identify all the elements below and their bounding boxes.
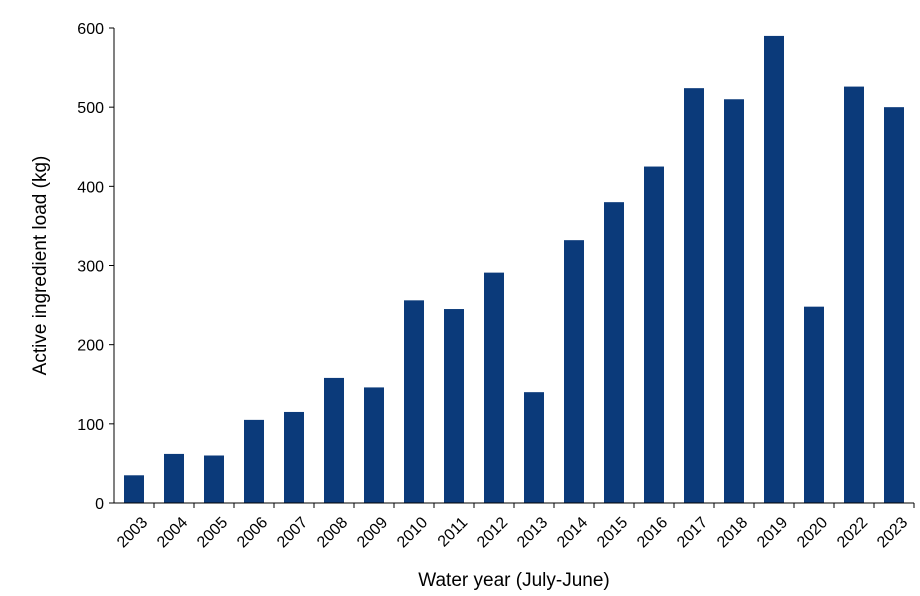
x-tick-label: 2013 [514,514,551,551]
x-tick-label: 2007 [274,514,311,551]
y-tick-label: 0 [95,496,104,513]
x-tick-label: 2011 [435,514,471,550]
bar-2012 [484,272,504,503]
bar-2014 [564,240,584,503]
y-tick-label: 300 [77,259,104,276]
y-tick-label: 500 [77,100,104,117]
x-tick-label: 2023 [874,514,911,551]
bar-2004 [164,453,184,503]
y-tick-label: 400 [77,179,104,196]
x-tick-label: 2005 [194,514,231,551]
bar-2023 [884,107,904,504]
bar-2019 [764,35,784,504]
x-tick-label: 2015 [594,514,631,551]
y-tick-label: 200 [77,338,104,355]
x-tick-label: 2010 [394,514,431,551]
y-axis-ticks: 0 100 200 300 400 500 600 [77,21,114,513]
x-tick-label: 2014 [554,514,591,551]
x-axis-ticks: 2003 2004 2005 2006 2007 2008 2009 2010 2011 2012… [114,503,915,551]
x-tick-label: 2009 [354,514,391,551]
bar-2018 [724,99,744,503]
bar-2003 [124,475,144,503]
x-axis-label: Water year (July-June) [418,570,609,591]
bar-2006 [244,419,264,503]
bar-2007 [284,411,304,503]
y-axis-label: Active ingredient load (kg) [30,156,51,376]
bar-2017 [684,88,704,504]
x-tick-label: 2006 [234,514,271,551]
bar-2011 [444,309,464,503]
bar-2010 [404,300,424,503]
bar-2020 [804,306,824,503]
x-tick-label: 2008 [314,514,351,551]
bar-2016 [644,166,664,503]
x-tick-label: 2003 [114,514,151,551]
bar-2009 [364,387,384,503]
x-tick-label: 2017 [674,514,711,551]
bar-2005 [204,455,224,503]
bar-2008 [324,377,344,503]
x-tick-label: 2022 [834,514,871,551]
x-tick-label: 2019 [754,514,791,551]
bar-2015 [604,202,624,503]
bar-2022 [844,86,864,503]
y-tick-label: 100 [77,417,104,434]
x-tick-label: 2004 [154,514,191,551]
x-tick-label: 2016 [634,514,671,551]
x-tick-label: 2020 [794,514,831,551]
y-tick-label: 600 [77,21,104,38]
x-tick-label: 2018 [714,514,751,551]
x-tick-label: 2012 [474,514,511,551]
bar-2013 [524,392,544,503]
bars-group [124,35,904,504]
